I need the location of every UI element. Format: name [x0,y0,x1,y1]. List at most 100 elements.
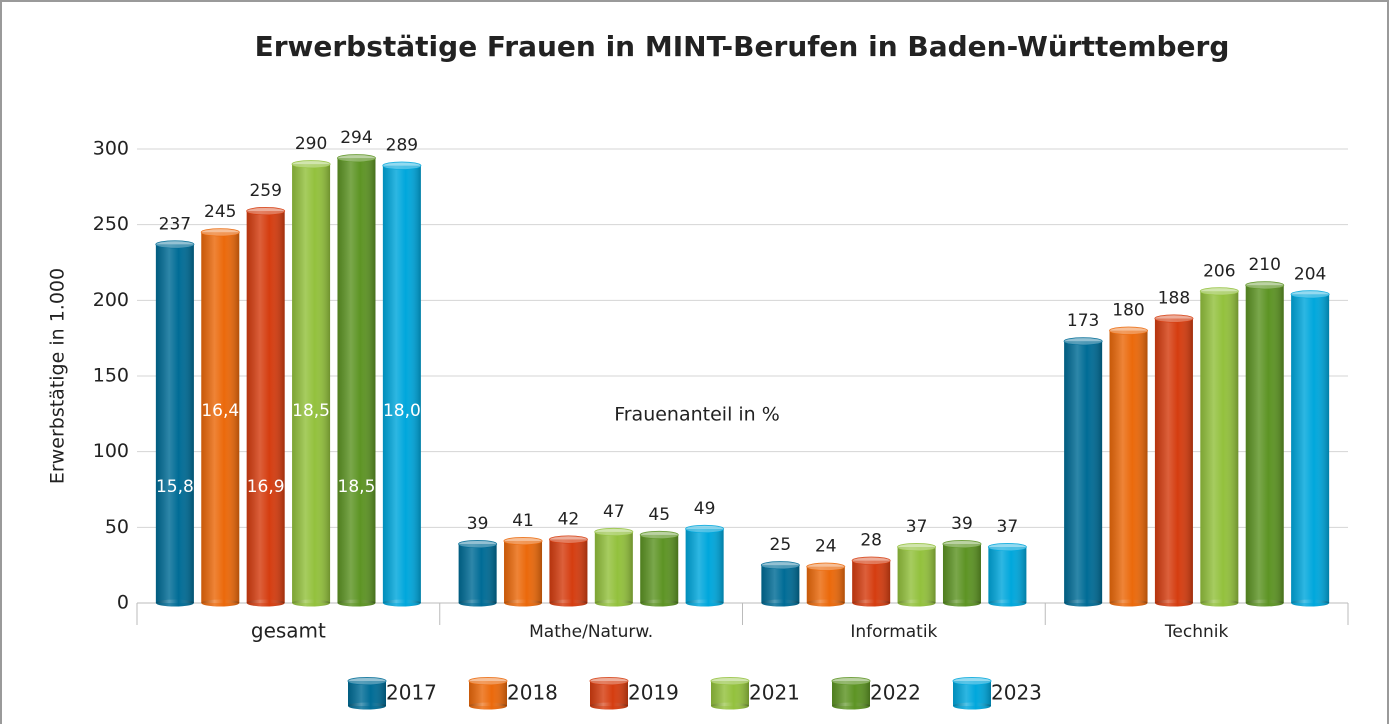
bar-top-hl [988,543,1027,551]
legend-label: 2017 [386,681,437,705]
legend-swatch-base-shade [348,702,386,710]
value-label: 204 [1294,264,1326,284]
bar-top [200,228,240,237]
legend-label: 2023 [991,681,1042,705]
bar-base-shade [761,599,800,607]
bar-top [1063,337,1103,346]
bar-base-shade [549,599,588,607]
bar-shade [1200,291,1239,603]
bar-base-shade [1064,599,1103,607]
bar-shade [458,543,497,603]
legend-swatch-top-hl [469,677,507,685]
bar-top-hl [155,240,194,248]
bar-top-hl [761,561,800,569]
y-tick-label: 200 [93,289,129,311]
bar-top [1109,326,1149,335]
bar-top-hl [806,563,845,571]
bar-top [336,154,376,163]
y-tick-label: 300 [93,138,129,160]
legend-swatch-shade [711,681,749,706]
legend-swatch-shade [953,681,991,706]
bar-top-hl [504,537,543,545]
bar-top [639,530,679,539]
bar-base-shade [897,599,936,607]
bar-top-hl [458,540,497,548]
bar-top-hl [292,160,331,168]
bar-top [760,561,800,570]
bar-shade [761,565,800,603]
value-label: 42 [558,509,580,529]
bar-top [155,240,195,249]
share-label: 16,4 [201,401,239,421]
bar-shade [549,539,588,603]
bar-shade [504,540,543,603]
y-tick-label: 250 [93,213,129,235]
legend-swatch-top-hl [590,677,628,685]
legend-swatch-shade [832,681,870,706]
value-label: 259 [249,181,281,201]
value-label: 173 [1067,311,1099,331]
bar-base-shade [685,599,724,607]
bar-shade [1245,285,1284,603]
bar-base-shade [1109,599,1148,607]
bar-top-hl [594,528,633,536]
bar-shade [292,164,331,603]
y-axis-label: Erwerbstätige in 1.000 [47,268,69,484]
bar-top [548,535,588,544]
share-label: 18,0 [383,401,421,421]
share-label: 18,5 [338,477,376,497]
value-label: 37 [997,517,1019,537]
chart-title: Erwerbstätige Frauen in MINT-Berufen in … [255,30,1230,63]
value-label: 210 [1248,255,1280,275]
bar-top-hl [1245,281,1284,289]
bar-base-shade [806,599,845,607]
bar-top-hl [201,228,240,236]
bar-top-hl [337,154,376,162]
value-label: 45 [648,505,670,525]
value-label: 237 [159,214,191,234]
value-label: 47 [603,502,625,522]
x-tick-label: gesamt [251,619,326,643]
value-label: 41 [512,511,534,531]
bar-base-shade [1245,599,1284,607]
legend-swatch-top-hl [953,677,991,685]
bar-top-hl [1200,287,1239,295]
bar-base-shade [594,599,633,607]
legend-swatch-top [347,677,387,685]
value-label: 294 [340,128,372,148]
bar-top-hl [1154,314,1193,322]
value-label: 28 [860,531,882,551]
y-tick-label: 150 [93,365,129,387]
share-label: 15,8 [156,477,194,497]
bar-top-hl [942,540,981,548]
bar-top-hl [897,543,936,551]
bar-top [1290,290,1330,299]
legend-swatch-base-shade [953,702,991,710]
bar-shade [942,543,981,603]
bar-top-hl [549,535,588,543]
bar-top [246,207,286,216]
bar-base-shade [246,599,285,607]
bar-base-shade [504,599,543,607]
bar-shade [1154,318,1193,603]
bar-shade [337,158,376,603]
value-label: 188 [1158,288,1190,308]
bar-top-hl [1291,290,1330,298]
bar-shade [1109,330,1148,603]
bar-base-shade [1200,599,1239,607]
bar-shade [246,211,285,603]
bar-base-shade [942,599,981,607]
bar-base-shade [640,599,679,607]
bar-top-hl [246,207,285,215]
bar-top [594,527,634,536]
value-label: 24 [815,537,837,557]
legend-swatch-top [468,677,508,685]
value-label: 206 [1203,261,1235,281]
bar-base-shade [337,599,376,607]
value-label: 37 [906,517,928,537]
value-label: 289 [386,136,418,156]
y-tick-label: 50 [105,516,129,538]
bar-top [291,160,331,169]
legend-swatch-top [710,677,750,685]
value-label: 290 [295,134,327,154]
